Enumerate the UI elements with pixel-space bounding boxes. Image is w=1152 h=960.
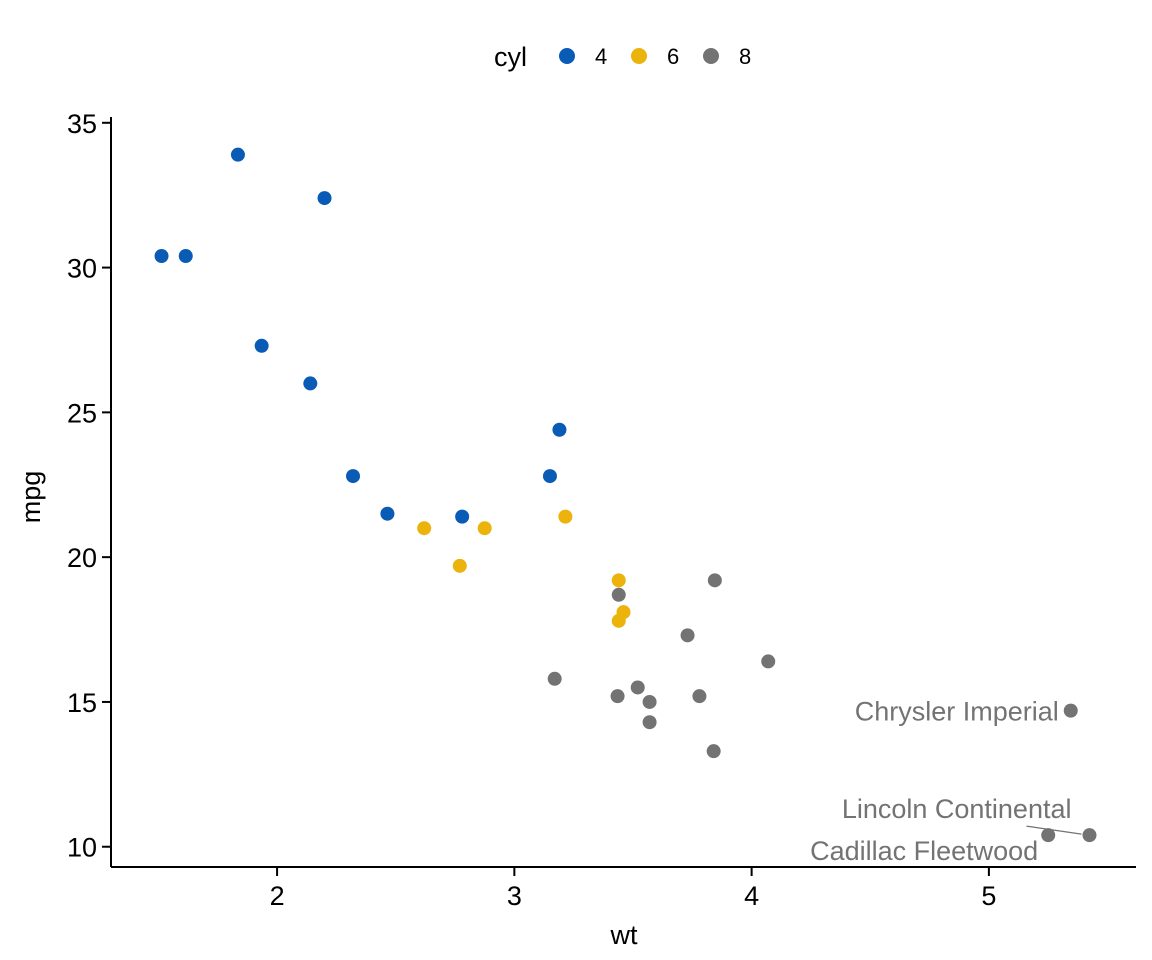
point-cyl-6: [417, 521, 432, 536]
x-tick-label: 5: [981, 881, 996, 911]
point-cyl-4: [303, 376, 318, 391]
x-tick-label: 4: [744, 881, 759, 911]
legend-label-6: 6: [667, 44, 679, 69]
annotation-leader-line: [1026, 825, 1082, 835]
point-cyl-8: [692, 689, 707, 704]
y-tick-label: 35: [67, 109, 97, 139]
point-cyl-8: [547, 671, 562, 686]
y-tick-label: 20: [67, 543, 97, 573]
point-cyl-6: [611, 573, 626, 588]
point-cyl-4: [380, 506, 395, 521]
x-tick-label: 2: [270, 881, 285, 911]
point-cyl-4: [346, 469, 361, 484]
legend-label-4: 4: [595, 44, 607, 69]
point-cyl-4: [254, 338, 269, 353]
point-cyl-4: [552, 422, 567, 437]
point-cyl-4: [542, 469, 557, 484]
y-tick-label: 25: [67, 398, 97, 428]
y-axis-title: mpg: [16, 471, 46, 524]
point-cyl-8: [707, 573, 722, 588]
point-cyl-8: [1041, 828, 1056, 843]
point-cyl-4: [317, 191, 332, 206]
point-cyl-8: [761, 654, 776, 669]
point-cyl-8: [642, 694, 657, 709]
legend-key-6: [631, 48, 647, 64]
point-cyl-6: [611, 613, 626, 628]
legend-label-8: 8: [739, 44, 751, 69]
y-ticks: 10 15 20 25 30 35: [67, 109, 111, 863]
legend-key-8: [703, 48, 719, 64]
annotation-lines: [1026, 825, 1082, 835]
axes: 10 15 20 25 30 35 2 3 4 5: [67, 109, 1136, 911]
point-cyl-8: [706, 744, 721, 759]
point-cyl-4: [230, 147, 245, 162]
point-cyl-4: [154, 248, 169, 263]
point-cyl-6: [477, 521, 492, 536]
point-cyl-8: [610, 689, 625, 704]
point-cyl-6: [452, 558, 467, 573]
x-axis-title: wt: [610, 920, 638, 950]
point-cyl-8: [630, 680, 645, 695]
point-cyl-4: [455, 509, 470, 524]
points: [154, 147, 1097, 843]
point-cyl-8: [1082, 828, 1097, 843]
annotations: Chrysler Imperial Lincoln Continental Cadi…: [810, 697, 1071, 867]
annotation-label: Chrysler Imperial: [855, 697, 1059, 727]
legend-entries: 4 6 8: [559, 44, 751, 69]
legend-title: cyl: [494, 42, 527, 72]
x-tick-label: 3: [507, 881, 522, 911]
y-tick-label: 15: [67, 688, 97, 718]
point-cyl-8: [1063, 703, 1078, 718]
legend: cyl 4 6 8: [494, 42, 751, 72]
y-tick-label: 30: [67, 254, 97, 284]
x-ticks: 2 3 4 5: [270, 867, 996, 911]
point-cyl-8: [642, 715, 657, 730]
annotation-label: Lincoln Continental: [842, 794, 1072, 824]
point-cyl-6: [558, 509, 573, 524]
legend-key-4: [559, 48, 575, 64]
annotation-label: Cadillac Fleetwood: [810, 836, 1038, 866]
point-cyl-4: [178, 248, 193, 263]
point-cyl-8: [611, 587, 626, 602]
y-tick-label: 10: [67, 833, 97, 863]
point-cyl-8: [680, 628, 695, 643]
